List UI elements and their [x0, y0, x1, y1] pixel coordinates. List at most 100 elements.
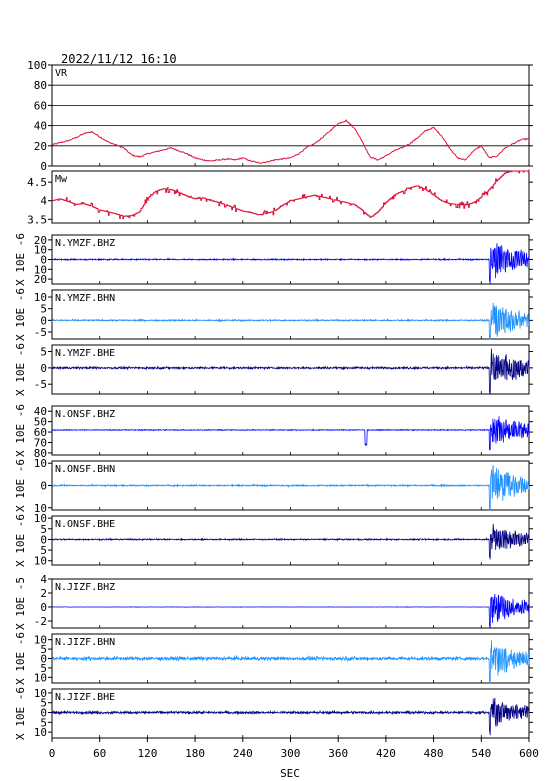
y-tick-label: 0	[40, 707, 47, 720]
y-tick-label: 10	[34, 263, 47, 276]
y-tick-label: 0	[40, 362, 47, 375]
y-tick-label: 80	[34, 79, 47, 92]
x-axis: 0 60 120 180 240 300 360 420 480 540 600	[49, 738, 539, 760]
y-tick-label: 10	[34, 555, 47, 568]
y-tick-label: 60	[34, 99, 47, 112]
y-tick-label: 20	[34, 140, 47, 153]
y-tick-label: 5	[40, 544, 47, 557]
panel-label: N.ONSF.BHE	[55, 519, 115, 530]
x-tick-label: 360	[328, 747, 348, 760]
y-tick-label: 5	[40, 716, 47, 729]
panel-label: N.ONSF.BHZ	[55, 409, 115, 420]
panel-frame	[51, 515, 530, 566]
y-tick-label: 4.5	[27, 176, 47, 189]
waveform-trace	[51, 302, 530, 340]
panel-label: N.JIZF.BHN	[55, 637, 115, 648]
y-tick-label: 3.5	[27, 213, 47, 226]
y-axis-label: X 10E -6	[14, 288, 27, 341]
waveform-trace	[51, 593, 530, 629]
y-tick-label: 5	[40, 662, 47, 675]
x-tick-label: 300	[281, 747, 301, 760]
y-tick-label: 10	[34, 726, 47, 739]
panel-label: N.JIZF.BHZ	[55, 582, 115, 593]
y-tick-label: 0	[40, 314, 47, 327]
y-axis-label: X 10E -6	[14, 687, 27, 740]
y-tick-label: 40	[34, 120, 47, 133]
y-tick-label: 50	[34, 416, 47, 429]
x-tick-label: 420	[376, 747, 396, 760]
y-tick-label: 40	[34, 405, 47, 418]
y-tick-label: 5	[40, 346, 47, 359]
panel-n-ymzf-bhe: -5 0 5 N.YMZF.BHE X 10E -6	[14, 343, 533, 396]
y-tick-label: 10	[34, 671, 47, 684]
y-tick-label: 0	[40, 480, 47, 493]
y-tick-label: 5	[40, 303, 47, 316]
x-tick-label: 0	[49, 747, 56, 760]
y-tick-label: 10	[34, 244, 47, 257]
panel-label: VR	[55, 68, 68, 79]
y-tick-label: 20	[34, 234, 47, 247]
panel-frame	[51, 170, 530, 224]
panel-frame	[51, 344, 530, 395]
y-tick-label: 70	[34, 436, 47, 449]
x-tick-label: 180	[185, 747, 205, 760]
chart-title: 2022/11/12 16:10	[61, 52, 177, 66]
panel-n-onsf-bhn: 10 0 10 N.ONSF.BHN X 10E -6	[14, 457, 533, 515]
y-tick-label: 20	[34, 273, 47, 286]
y-tick-label: -5	[34, 326, 47, 339]
panel-vr: 0 20 40 60 80 100 VR	[27, 59, 533, 173]
y-tick-label: 4	[40, 195, 47, 208]
y-axis-label: X 10E -6	[14, 343, 27, 396]
y-tick-label: 5	[40, 523, 47, 536]
x-tick-label: 60	[93, 747, 106, 760]
y-tick-label: 100	[27, 59, 47, 72]
y-tick-label: 0	[40, 601, 47, 614]
panel-mw: 3.5 4 4.5 Mw	[27, 169, 533, 226]
waveform-trace	[51, 523, 530, 560]
y-tick-label: 0	[40, 160, 47, 173]
panel-label: N.JIZF.BHE	[55, 692, 115, 703]
x-axis-label: SEC	[280, 767, 300, 780]
y-axis-label: X 10E -6	[14, 404, 27, 457]
x-tick-label: 540	[471, 747, 491, 760]
y-tick-label: 5	[40, 697, 47, 710]
y-tick-label: 10	[34, 457, 47, 470]
panel-frame	[51, 64, 530, 167]
series-line	[51, 119, 530, 164]
y-tick-label: -2	[34, 615, 47, 628]
panel-label: Mw	[55, 174, 68, 185]
y-axis-label: X 10E -6	[14, 233, 27, 286]
y-tick-label: 5	[40, 643, 47, 656]
waveform-trace	[52, 465, 530, 511]
panel-label: N.ONSF.BHN	[55, 464, 115, 475]
panel-frame	[51, 578, 530, 629]
y-axis-label: X 10E -5	[14, 577, 27, 630]
waveform-trace	[51, 416, 530, 451]
waveform-trace	[51, 697, 530, 736]
waveform-trace	[51, 348, 530, 395]
x-tick-label: 120	[137, 747, 157, 760]
y-tick-label: 60	[34, 426, 47, 439]
y-tick-label: 10	[34, 687, 47, 700]
y-tick-label: 0	[40, 653, 47, 666]
y-tick-label: 0	[40, 254, 47, 267]
y-tick-label: 10	[34, 634, 47, 647]
y-tick-label: 2	[40, 587, 47, 600]
y-tick-label: -5	[34, 378, 47, 391]
panel-frame	[51, 289, 530, 340]
panel-label: N.YMZF.BHZ	[55, 238, 115, 249]
y-tick-label: 10	[34, 512, 47, 525]
y-tick-label: 10	[34, 502, 47, 515]
panel-label: N.YMZF.BHN	[55, 293, 115, 304]
y-axis-label: X 10E -6	[14, 632, 27, 685]
waveform-trace	[52, 243, 530, 285]
